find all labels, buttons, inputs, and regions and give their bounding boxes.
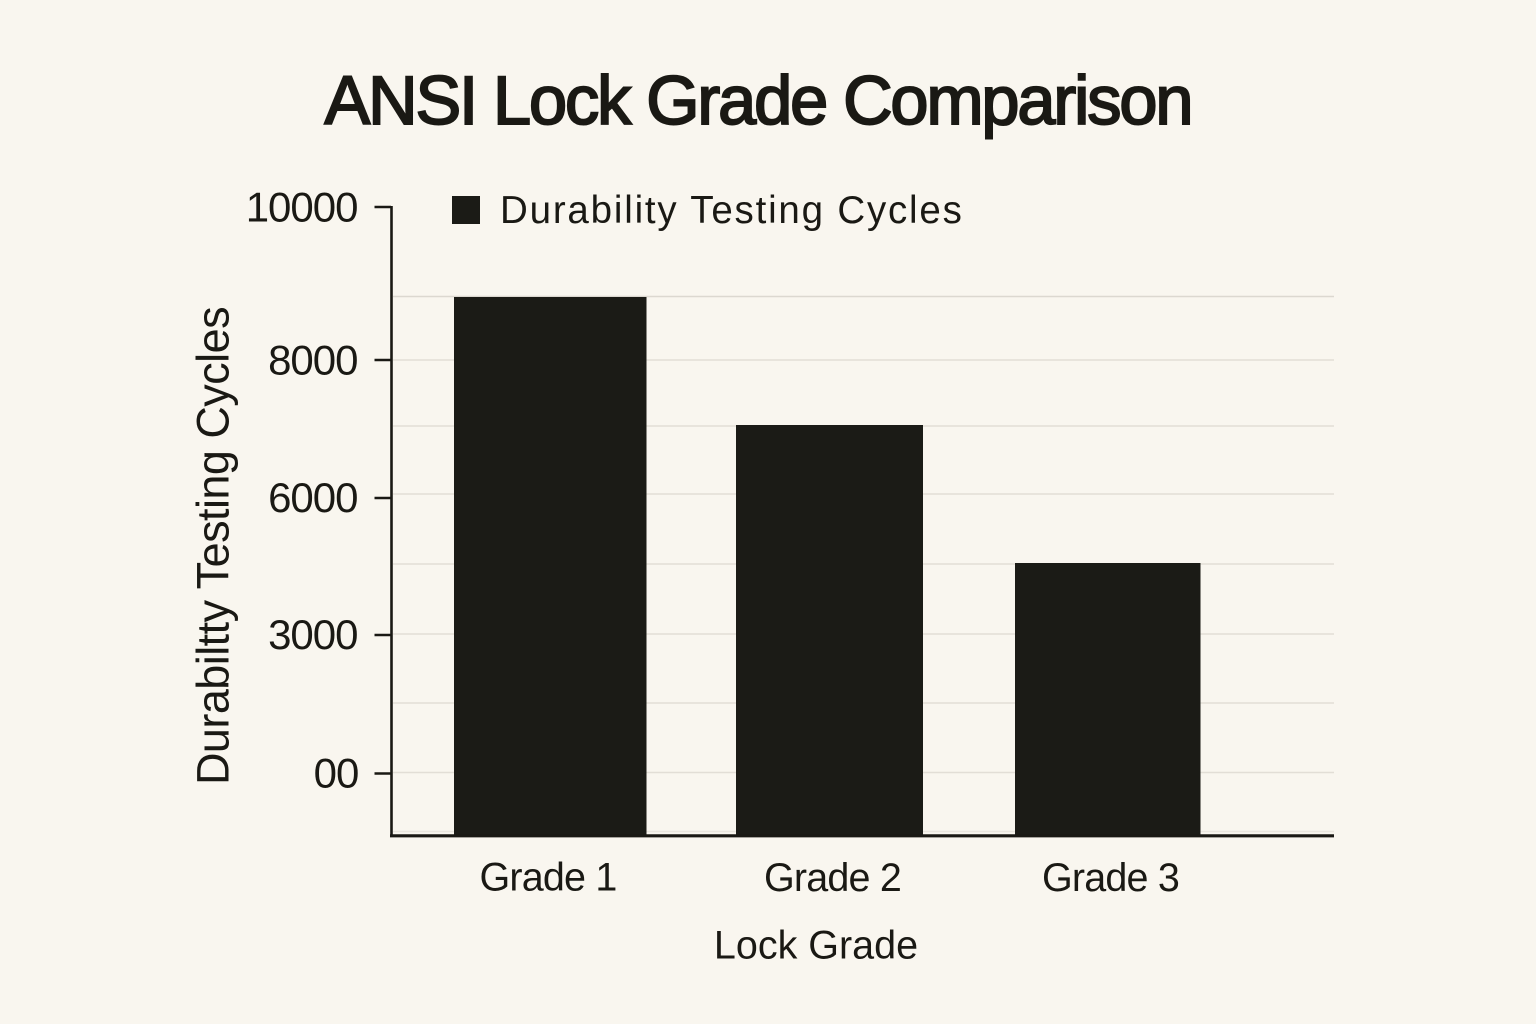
- svg-text:10000: 10000: [246, 184, 358, 231]
- svg-text:8000: 8000: [268, 337, 357, 384]
- svg-text:6000: 6000: [268, 474, 357, 521]
- svg-text:Durabiltty Testing Cycles: Durabiltty Testing Cycles: [188, 307, 239, 785]
- svg-text:00: 00: [314, 750, 359, 797]
- svg-text:Lock Grade: Lock Grade: [714, 923, 918, 967]
- svg-text:Grade 2: Grade 2: [764, 856, 901, 900]
- svg-text:3000: 3000: [268, 611, 357, 658]
- svg-text:Grade 3: Grade 3: [1042, 856, 1179, 900]
- svg-text:ANSI Lock Grade Comparison: ANSI Lock Grade Comparison: [325, 62, 1194, 139]
- svg-text:Durability Testing Cycles: Durability Testing Cycles: [500, 189, 964, 232]
- svg-text:Grade 1: Grade 1: [479, 855, 616, 899]
